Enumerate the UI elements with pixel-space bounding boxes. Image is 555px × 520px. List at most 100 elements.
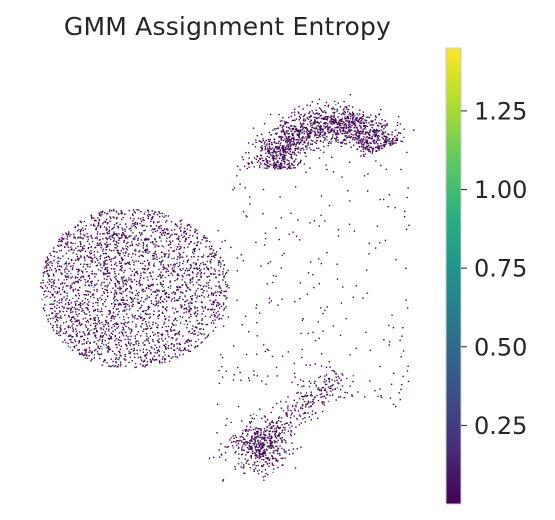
scatter-point — [170, 357, 172, 359]
scatter-point — [161, 256, 163, 258]
scatter-point — [294, 149, 296, 151]
scatter-point — [203, 272, 206, 274]
scatter-point — [90, 281, 92, 283]
scatter-point — [182, 353, 184, 356]
scatter-point — [62, 310, 64, 313]
scatter-point — [153, 228, 155, 231]
scatter-point — [89, 256, 91, 259]
scatter-point — [92, 294, 94, 296]
scatter-point — [87, 265, 89, 268]
scatter-point — [198, 295, 201, 297]
scatter-point — [131, 305, 133, 307]
scatter-point — [78, 257, 80, 260]
scatter-point — [88, 275, 90, 277]
scatter-point — [150, 361, 152, 363]
scatter-point — [59, 311, 61, 313]
scatter-point — [81, 352, 83, 354]
scatter-point — [78, 321, 81, 324]
scatter-point — [188, 274, 191, 276]
scatter-point — [140, 300, 142, 302]
scatter-point — [97, 231, 99, 233]
scatter-point — [171, 292, 173, 294]
scatter-point — [189, 309, 191, 311]
scatter-point — [139, 307, 141, 310]
scatter-point — [175, 299, 178, 301]
scatter-point — [82, 303, 84, 305]
scatter-point — [228, 287, 230, 289]
scatter-point — [48, 279, 50, 281]
scatter-point — [366, 146, 369, 148]
scatter-point — [103, 290, 105, 293]
scatter-point — [403, 136, 405, 138]
scatter-point — [117, 242, 120, 244]
scatter-point — [159, 212, 161, 215]
scatter-point — [122, 252, 124, 254]
scatter-point — [295, 143, 297, 146]
scatter-point — [146, 354, 148, 356]
scatter-point — [91, 351, 93, 353]
scatter-point — [179, 354, 181, 356]
scatter-point — [129, 296, 131, 299]
scatter-point — [172, 270, 175, 273]
scatter-point — [327, 104, 330, 106]
scatter-point — [137, 217, 140, 219]
scatter-point — [132, 316, 134, 318]
scatter-point — [127, 241, 129, 243]
scatter-point — [341, 118, 343, 120]
scatter-point — [51, 264, 53, 267]
umap-scatter-plot — [39, 93, 415, 482]
scatter-point — [223, 275, 226, 277]
scatter-point — [89, 314, 91, 316]
scatter-point — [57, 257, 59, 259]
scatter-point — [113, 224, 116, 226]
scatter-point — [84, 284, 86, 286]
scatter-point — [193, 253, 195, 255]
scatter-point — [360, 132, 362, 135]
scatter-point — [140, 358, 142, 360]
scatter-point — [153, 257, 155, 259]
scatter-point — [211, 252, 214, 254]
scatter-point — [288, 162, 291, 164]
scatter-point — [332, 120, 335, 123]
scatter-point — [72, 316, 74, 318]
scatter-point — [50, 286, 53, 289]
scatter-point — [141, 233, 143, 235]
scatter-point — [113, 325, 116, 327]
scatter-point — [176, 356, 178, 358]
scatter-point — [180, 304, 182, 306]
scatter-point — [294, 160, 296, 162]
scatter-point — [363, 136, 365, 138]
scatter-point — [59, 326, 61, 329]
scatter-point — [91, 272, 93, 275]
scatter-point — [133, 264, 135, 266]
scatter-point — [65, 331, 68, 333]
scatter-point — [185, 284, 188, 287]
scatter-point — [184, 269, 186, 272]
scatter-point — [180, 306, 183, 309]
scatter-point — [208, 287, 210, 289]
scatter-point — [125, 279, 127, 281]
scatter-point — [318, 113, 320, 115]
scatter-point — [306, 148, 308, 150]
scatter-point — [101, 287, 104, 290]
scatter-point — [170, 347, 172, 349]
scatter-point — [132, 214, 134, 217]
scatter-point — [214, 319, 216, 321]
scatter-point — [70, 341, 72, 343]
scatter-point — [180, 226, 182, 228]
scatter-point — [82, 309, 84, 312]
scatter-point — [133, 238, 135, 241]
scatter-point — [94, 335, 96, 337]
scatter-point — [127, 303, 129, 306]
scatter-point — [83, 247, 85, 250]
scatter-point — [77, 225, 79, 227]
scatter-point — [159, 282, 162, 284]
scatter-point — [122, 285, 124, 287]
scatter-point — [381, 133, 383, 135]
scatter-point — [179, 255, 181, 257]
scatter-point — [128, 277, 130, 279]
scatter-point — [263, 143, 266, 145]
scatter-point — [185, 320, 187, 322]
scatter-point — [139, 222, 141, 225]
scatter-point — [41, 299, 43, 301]
